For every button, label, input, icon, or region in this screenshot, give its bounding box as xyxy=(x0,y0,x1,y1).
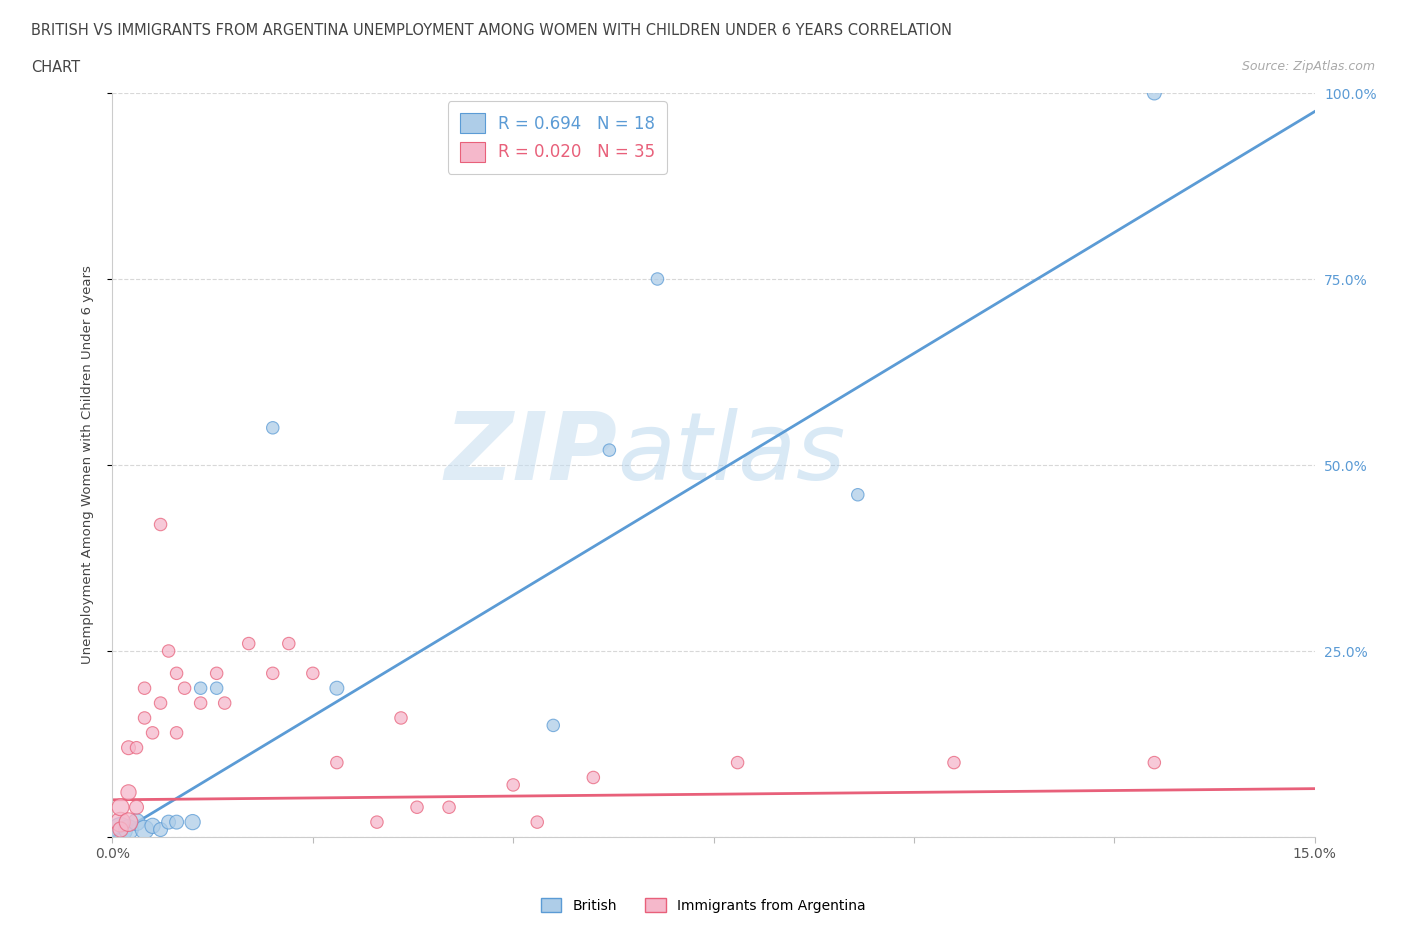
Legend: R = 0.694   N = 18, R = 0.020   N = 35: R = 0.694 N = 18, R = 0.020 N = 35 xyxy=(449,101,666,174)
Point xyxy=(846,487,869,502)
Y-axis label: Unemployment Among Women with Children Under 6 years: Unemployment Among Women with Children U… xyxy=(82,266,94,664)
Point xyxy=(157,815,180,830)
Text: CHART: CHART xyxy=(31,60,80,75)
Point xyxy=(302,666,325,681)
Point xyxy=(214,696,236,711)
Point xyxy=(190,696,212,711)
Text: ZIP: ZIP xyxy=(444,408,617,499)
Point xyxy=(110,815,132,830)
Point xyxy=(134,681,156,696)
Point xyxy=(141,818,163,833)
Point xyxy=(117,740,139,755)
Legend: British, Immigrants from Argentina: British, Immigrants from Argentina xyxy=(536,893,870,919)
Point xyxy=(238,636,260,651)
Point xyxy=(166,725,188,740)
Point xyxy=(149,822,172,837)
Point xyxy=(942,755,965,770)
Point xyxy=(110,822,132,837)
Point xyxy=(125,800,148,815)
Point xyxy=(166,666,188,681)
Point xyxy=(502,777,524,792)
Point xyxy=(205,681,228,696)
Point xyxy=(1143,86,1166,100)
Point xyxy=(543,718,565,733)
Point xyxy=(149,517,172,532)
Point xyxy=(727,755,749,770)
Point xyxy=(141,725,163,740)
Point xyxy=(157,644,180,658)
Point xyxy=(125,815,148,830)
Point xyxy=(166,815,188,830)
Point xyxy=(366,815,388,830)
Point xyxy=(582,770,605,785)
Point xyxy=(526,815,548,830)
Point xyxy=(326,681,349,696)
Point xyxy=(389,711,412,725)
Text: atlas: atlas xyxy=(617,408,845,499)
Point xyxy=(134,711,156,725)
Point xyxy=(205,666,228,681)
Point xyxy=(437,800,460,815)
Point xyxy=(173,681,195,696)
Point xyxy=(181,815,204,830)
Text: Source: ZipAtlas.com: Source: ZipAtlas.com xyxy=(1241,60,1375,73)
Point xyxy=(190,681,212,696)
Point xyxy=(125,740,148,755)
Point xyxy=(326,755,349,770)
Point xyxy=(406,800,429,815)
Point xyxy=(277,636,299,651)
Point xyxy=(262,420,284,435)
Point xyxy=(647,272,669,286)
Point xyxy=(117,815,139,830)
Point xyxy=(149,696,172,711)
Point xyxy=(117,785,139,800)
Point xyxy=(1143,755,1166,770)
Point xyxy=(110,800,132,815)
Point xyxy=(117,822,139,837)
Point xyxy=(262,666,284,681)
Point xyxy=(134,822,156,837)
Point xyxy=(598,443,620,458)
Text: BRITISH VS IMMIGRANTS FROM ARGENTINA UNEMPLOYMENT AMONG WOMEN WITH CHILDREN UNDE: BRITISH VS IMMIGRANTS FROM ARGENTINA UNE… xyxy=(31,23,952,38)
Point xyxy=(110,822,132,837)
